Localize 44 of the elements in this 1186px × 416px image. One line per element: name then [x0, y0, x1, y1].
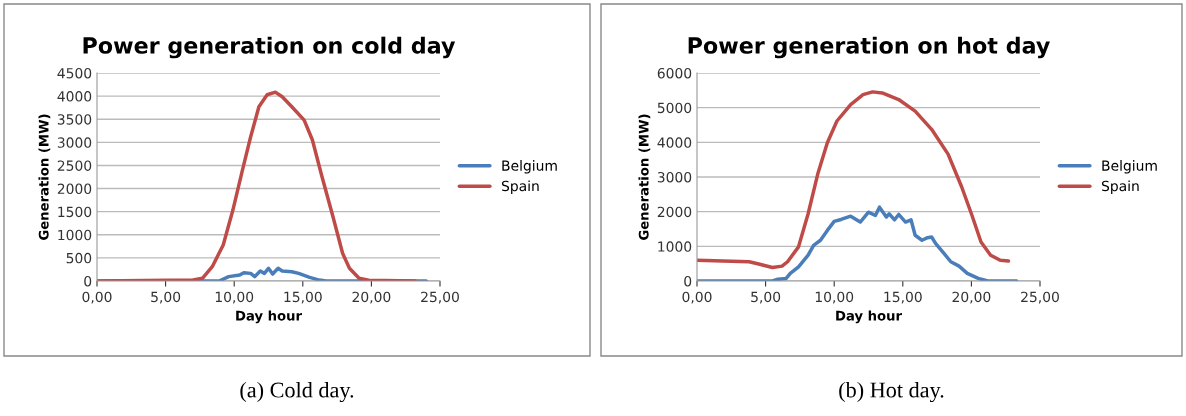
y-tick-label: 500	[66, 252, 92, 264]
y-tick-label: 0	[84, 275, 92, 287]
x-tick-label: 5,00	[151, 291, 181, 304]
x-tick-label: 10,00	[815, 291, 854, 304]
x-tick-label: 15,00	[284, 291, 322, 304]
y-axis-title: Generation (MW)	[638, 114, 651, 240]
legend-label: Spain	[1101, 180, 1139, 194]
y-tick-label: 6000	[657, 67, 692, 79]
legend-label: Belgium	[502, 160, 557, 174]
x-tick-label: 25,00	[1021, 291, 1059, 304]
text: (b) Hot day.	[839, 381, 944, 403]
y-tick-label: 2000	[657, 206, 692, 218]
legend-label: Belgium	[1102, 160, 1157, 174]
y-tick-label: 4000	[57, 91, 92, 102]
x-tick-label: 10,00	[215, 291, 254, 304]
x-axis-title: Day hour	[836, 310, 902, 324]
text: (a) Cold day.	[240, 381, 354, 403]
x-tick-label: 15,00	[884, 291, 922, 304]
y-tick-label: 0	[684, 275, 692, 287]
y-tick-label: 2000	[57, 183, 92, 195]
chart-title: Power generation on hot day	[688, 36, 1050, 59]
x-tick-label: 20,00	[352, 291, 391, 304]
y-tick-label: 3500	[57, 114, 92, 125]
y-tick-label: 2500	[57, 160, 92, 171]
x-tick-label: 25,00	[421, 291, 459, 304]
y-tick-label: 1000	[58, 229, 92, 241]
x-tick-label: 20,00	[952, 291, 991, 304]
y-tick-label: 4000	[657, 137, 692, 148]
line-series	[697, 90, 1011, 270]
x-axis-title: Day hour	[236, 310, 302, 324]
chart-title: Power generation on cold day	[83, 36, 456, 59]
x-tick-label: 5,00	[751, 291, 781, 304]
legend-label: Spain	[501, 180, 539, 194]
x-tick-label: 0,00	[82, 291, 112, 304]
x-tick-label: 0,00	[682, 291, 712, 304]
y-axis-title: Generation (MW)	[38, 114, 51, 240]
y-tick-label: 3000	[657, 171, 692, 183]
y-tick-label: 4500	[57, 67, 92, 79]
line-series	[697, 205, 1019, 281]
y-tick-label: 1000	[658, 241, 692, 252]
y-tick-label: 1500	[58, 206, 92, 218]
line-series	[97, 90, 418, 281]
y-tick-label: 5000	[657, 102, 692, 114]
y-tick-label: 3000	[57, 137, 92, 148]
